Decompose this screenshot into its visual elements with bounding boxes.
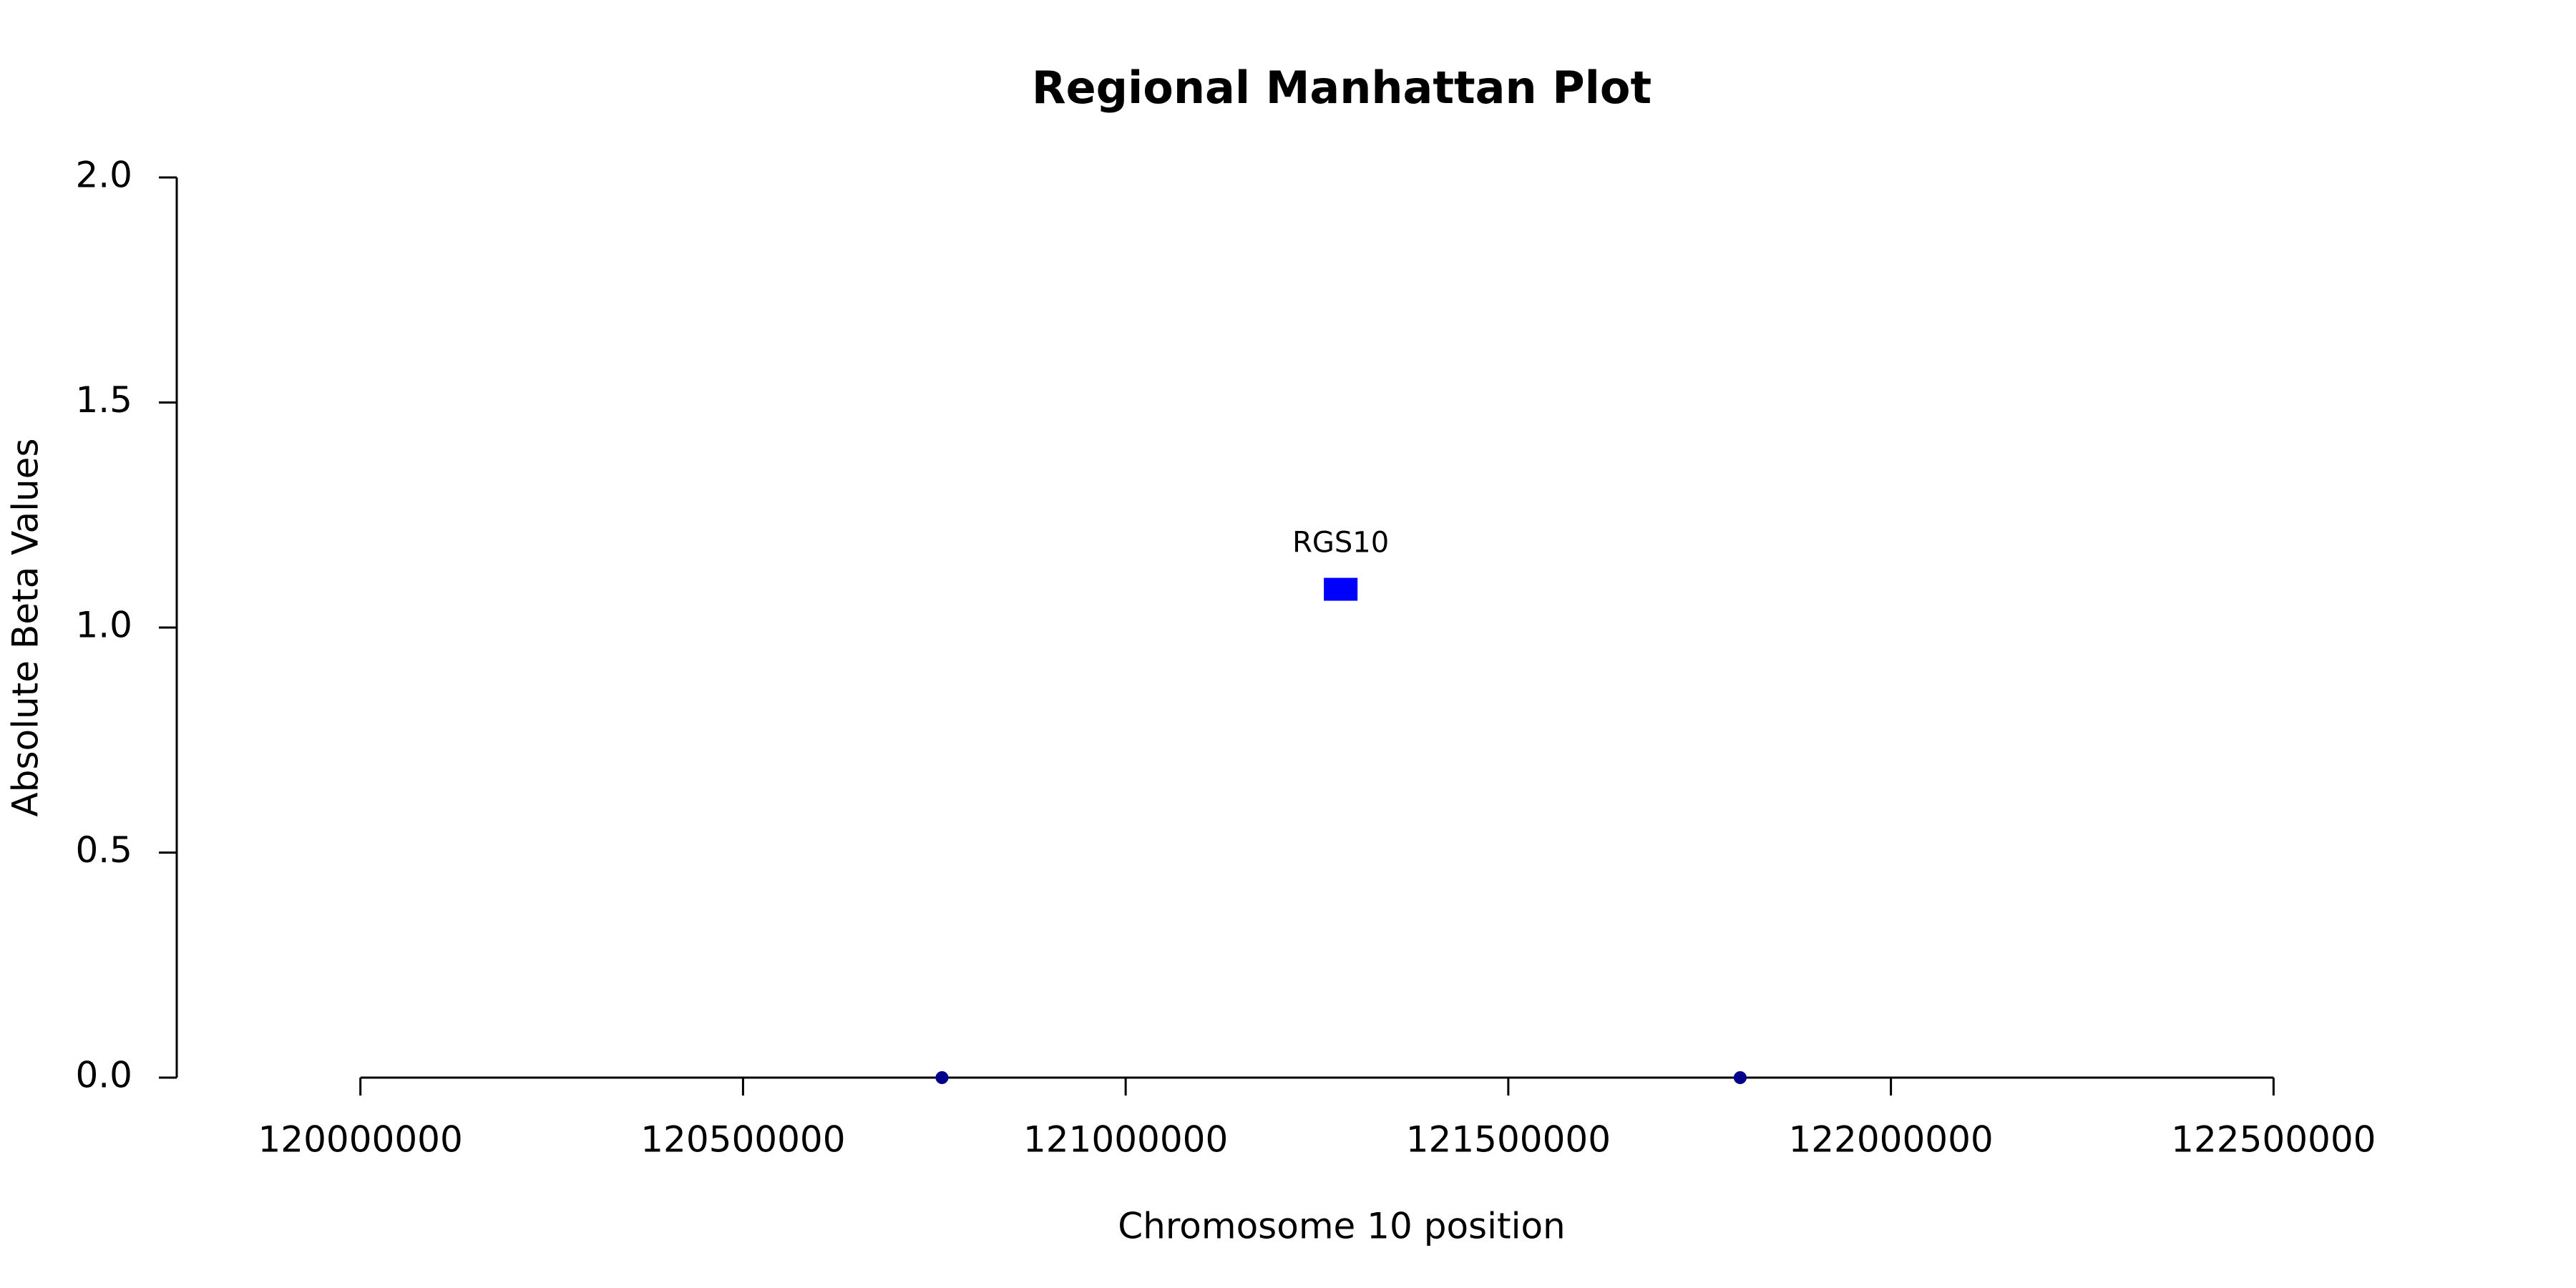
y-tick-label: 1.5	[75, 379, 132, 421]
x-tick-label: 120500000	[640, 1119, 845, 1161]
chart-title: Regional Manhattan Plot	[1032, 62, 1652, 114]
y-tick-label: 1.0	[75, 605, 132, 646]
x-tick-label: 122500000	[2171, 1119, 2376, 1161]
y-tick-label: 0.5	[75, 829, 132, 871]
point	[935, 1071, 949, 1084]
point	[1733, 1071, 1747, 1084]
x-tick-label: 121000000	[1023, 1119, 1228, 1161]
y-tick-label: 2.0	[75, 155, 132, 196]
gene-marker	[1324, 577, 1358, 601]
x-tick-label: 121500000	[1406, 1119, 1611, 1161]
x-tick-label: 122000000	[1788, 1119, 1993, 1161]
x-tick-label: 120000000	[258, 1119, 463, 1161]
x-axis-label: Chromosome 10 position	[1118, 1206, 1566, 1247]
y-axis-label: Absolute Beta Values	[5, 439, 47, 817]
gene-label: RGS10	[1292, 527, 1389, 560]
y-tick-label: 0.0	[75, 1055, 132, 1096]
